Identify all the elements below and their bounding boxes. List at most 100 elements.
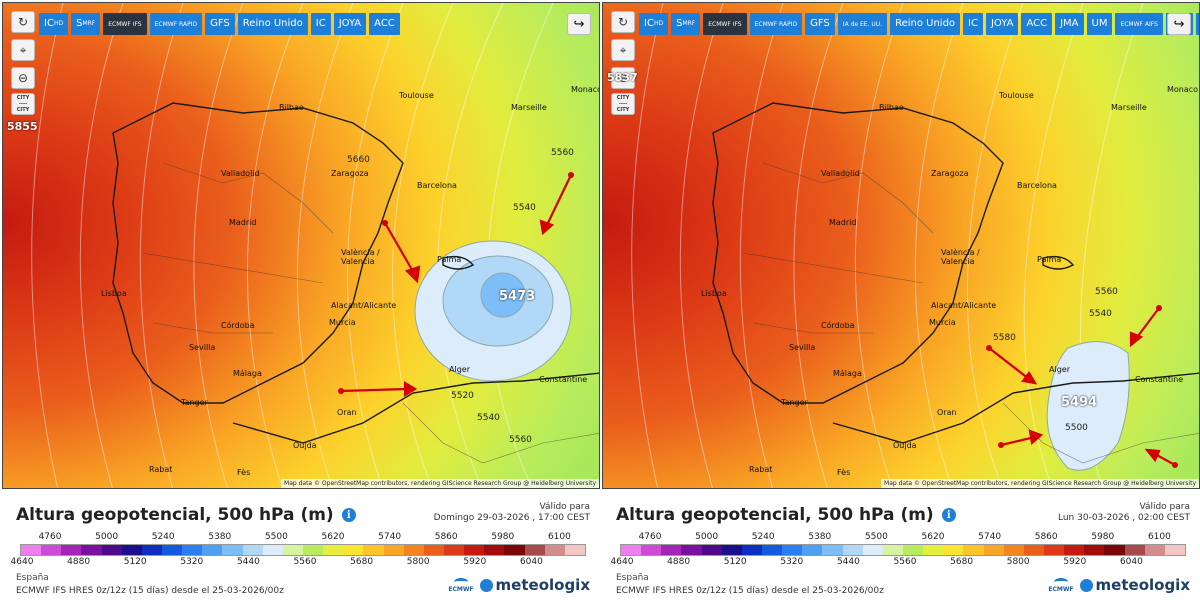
model-button-0[interactable]: IC HD — [639, 13, 669, 35]
city-label: Toulouse — [399, 91, 434, 100]
low-center-label: 5473 — [499, 289, 536, 304]
contour-label: 5540 — [477, 413, 500, 423]
valid-time: Válido para Lun 30-03-2026 , 02:00 CEST — [1058, 502, 1190, 524]
colorbar-tick-label: 4760 — [638, 532, 662, 542]
refresh-button[interactable]: ↻ — [611, 11, 635, 33]
colorbar-swatch — [802, 545, 823, 555]
city-icon: CITY ---- CITY — [16, 95, 30, 113]
city-label: Córdoba — [821, 321, 855, 330]
model-button-1[interactable]: S MRF — [71, 13, 101, 35]
city-label: Tanger — [181, 398, 208, 407]
geopotential-map — [3, 3, 599, 488]
meteologix-logo[interactable]: meteologix — [1079, 576, 1190, 594]
colorbar-swatch — [641, 545, 662, 555]
colorbar-swatch — [141, 545, 162, 555]
info-icon[interactable]: i — [941, 508, 956, 522]
colorbar-tick-label: 5120 — [123, 557, 147, 567]
info-icon[interactable]: i — [341, 508, 356, 522]
colorbar-swatch — [41, 545, 62, 555]
colorbar-tick-label: 5800 — [406, 557, 430, 567]
right-panel: 5560 5540 5580 5500 5494 Bilbao Toulouse… — [600, 0, 1200, 600]
colorbar-swatch — [963, 545, 984, 555]
model-button-8[interactable]: JOYA — [985, 13, 1019, 35]
city-label: Rabat — [749, 465, 773, 474]
model-button-2[interactable]: ECMWF IFS — [103, 13, 147, 35]
model-button-3[interactable]: ECMWF RAPID — [149, 13, 203, 35]
city-label: Sevilla — [789, 343, 816, 352]
model-button-7[interactable]: JOYA — [333, 13, 367, 35]
colorbar-swatch — [923, 545, 944, 555]
city-label: Tanger — [781, 398, 808, 407]
share-button[interactable]: ↪ — [1167, 13, 1191, 35]
model-button-2[interactable]: ECMWF IFS — [703, 13, 747, 35]
colorbar-swatch — [504, 545, 525, 555]
city-label: Monaco — [571, 85, 600, 94]
colorbar-tick-label: 5500 — [264, 532, 288, 542]
region-label: España — [616, 573, 649, 583]
colorbar-swatch — [182, 545, 203, 555]
model-button-10[interactable]: JMA — [1055, 13, 1084, 35]
model-button-11[interactable]: UM — [1086, 13, 1113, 35]
colorbar-swatch — [564, 545, 585, 555]
location-pin-button[interactable]: ⌖ — [611, 39, 635, 61]
location-pin-button[interactable]: ⌖ — [11, 39, 35, 61]
model-button-5[interactable]: IA de EE. UU. — [837, 13, 888, 35]
model-button-6[interactable]: Reino Unido — [890, 13, 961, 35]
colorbar-swatch — [1144, 545, 1165, 555]
colorbar-swatch — [761, 545, 783, 555]
meteologix-logo[interactable]: meteologix — [479, 576, 590, 594]
colorbar-swatch — [1064, 545, 1085, 555]
model-button-4[interactable]: GFS — [205, 13, 235, 35]
title-text: Altura geopotencial, 500 hPa (m) — [616, 505, 934, 525]
map-view[interactable]: 5560 5540 5520 5540 5560 5660 5473 Bilba… — [2, 2, 600, 489]
city-toggle-button[interactable]: CITY ---- CITY — [611, 93, 635, 115]
colorbar-swatch — [363, 545, 384, 555]
city-label: Alger — [1049, 365, 1070, 374]
colorbar-tick-label: 5240 — [751, 532, 775, 542]
model-button-14[interactable]: P IFS — [1195, 13, 1199, 35]
colorbar-swatch — [323, 545, 344, 555]
city-label: Alacant/Alicante — [931, 301, 997, 310]
map-view[interactable]: 5560 5540 5580 5500 5494 Bilbao Toulouse… — [602, 2, 1200, 489]
colorbar-tick-label: 6040 — [519, 557, 543, 567]
colorbar-tick-label: 6040 — [1119, 557, 1143, 567]
city-label: Monaco — [1167, 85, 1199, 94]
model-button-6[interactable]: IC — [310, 13, 331, 35]
model-button-8[interactable]: ACC — [369, 13, 400, 35]
colorbar-swatch — [161, 545, 183, 555]
city-label: Sevilla — [189, 343, 216, 352]
city-toggle-button[interactable]: CITY ---- CITY — [11, 93, 35, 115]
colorbar-swatch — [81, 545, 102, 555]
refresh-button[interactable]: ↻ — [11, 11, 35, 33]
zoom-out-button[interactable]: ⊖ — [611, 67, 635, 89]
city-label: Fès — [837, 468, 851, 477]
colorbar-swatch — [721, 545, 742, 555]
model-button-5[interactable]: Reino Unido — [237, 13, 308, 35]
colorbar-tick-label: 5740 — [978, 532, 1002, 542]
corner-value-label: 5837 — [607, 71, 638, 84]
model-button-1[interactable]: S MRF — [671, 13, 701, 35]
model-button-7[interactable]: IC — [963, 13, 983, 35]
map-attribution: Map data © OpenStreetMap contributors, r… — [281, 479, 599, 488]
colorbar-tick-label: 5120 — [723, 557, 747, 567]
colorbar-swatch — [403, 545, 424, 555]
colorbar-tick-label: 5680 — [950, 557, 974, 567]
model-button-0[interactable]: IC HD — [39, 13, 69, 35]
model-button-12[interactable]: ECMWF AIFS — [1115, 13, 1163, 35]
model-button-4[interactable]: GFS — [805, 13, 835, 35]
zoom-out-button[interactable]: ⊖ — [11, 67, 35, 89]
colorbar-swatch — [242, 545, 263, 555]
colorbar — [20, 544, 586, 556]
left-panel: 5560 5540 5520 5540 5560 5660 5473 Bilba… — [2, 2, 600, 596]
model-button-3[interactable]: ECMWF RAPID — [749, 13, 803, 35]
city-label: Rabat — [149, 465, 173, 474]
city-label: Córdoba — [221, 321, 255, 330]
ecmwf-logo: ECMWF — [1048, 577, 1074, 593]
share-button[interactable]: ↪ — [567, 13, 591, 35]
colorbar-tick-label: 6100 — [547, 532, 571, 542]
colorbar-tick-label: 5800 — [1006, 557, 1030, 567]
colorbar-swatch — [661, 545, 682, 555]
colorbar-tick-label: 5440 — [236, 557, 260, 567]
model-button-9[interactable]: ACC — [1021, 13, 1053, 35]
city-label: Palma — [1037, 255, 1062, 264]
